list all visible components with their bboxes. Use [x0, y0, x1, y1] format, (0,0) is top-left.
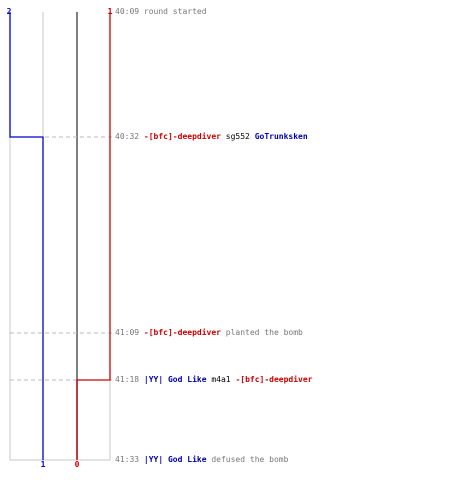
event-time: 41:09 [115, 328, 144, 337]
bottom-blue-count: 1 [41, 460, 46, 469]
event-time: 40:32 [115, 132, 144, 141]
event-time: 41:33 [115, 455, 144, 464]
weapon-name: m4a1 [206, 375, 236, 384]
red-team-step-line [76, 12, 111, 460]
event-text: defused the bomb [206, 455, 289, 464]
weapon-name: sg552 [220, 132, 255, 141]
top-blue-count: 2 [7, 7, 12, 16]
chart-frame [9, 12, 114, 461]
blue-team-step-line [9, 12, 44, 460]
player-name: -[bfc]-deepdiver [235, 375, 313, 384]
series-lines [9, 12, 111, 460]
axis-count-labels: 2 1 1 0 [7, 7, 113, 469]
event-time: 41:18 [115, 375, 144, 384]
player-name: |YY| God Like [143, 375, 207, 384]
player-name: GoTrunksken [254, 132, 308, 141]
event-row: 40:09 round started [115, 7, 207, 17]
event-row: 41:18 |YY| God Like m4a1 -[bfc]-deepdive… [115, 375, 313, 385]
event-row: 41:33 |YY| God Like defused the bomb [115, 455, 288, 465]
event-row: 40:32 -[bfc]-deepdiver sg552 GoTrunksken [115, 132, 308, 142]
player-name: -[bfc]-deepdiver [143, 132, 221, 141]
bottom-red-count: 0 [75, 460, 80, 469]
event-time: 40:09 [115, 7, 144, 16]
event-text: round started [143, 7, 207, 16]
player-name: -[bfc]-deepdiver [143, 328, 221, 337]
event-row: 41:09 -[bfc]-deepdiver planted the bomb [115, 328, 303, 338]
top-red-count: 1 [108, 7, 113, 16]
player-name: |YY| God Like [143, 455, 207, 464]
event-text: planted the bomb [220, 328, 303, 337]
